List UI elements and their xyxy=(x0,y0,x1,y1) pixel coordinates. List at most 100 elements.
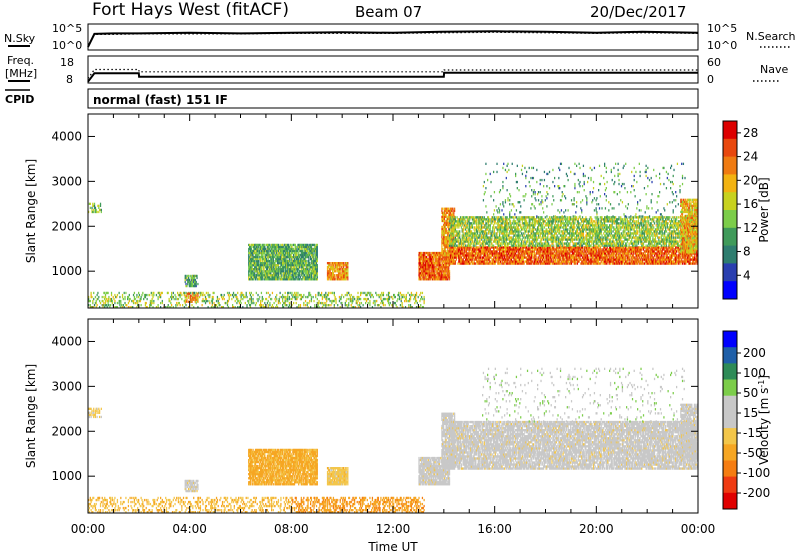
range-gate-cell xyxy=(283,246,284,248)
range-gate-cell xyxy=(361,292,362,294)
range-gate-cell xyxy=(97,294,98,296)
range-gate-cell xyxy=(95,296,96,298)
range-gate-cell xyxy=(309,292,310,294)
range-gate-cell xyxy=(593,256,594,258)
range-gate-cell xyxy=(346,270,347,272)
range-gate-cell xyxy=(191,304,192,306)
range-gate-cell xyxy=(278,250,279,252)
range-gate-cell xyxy=(335,298,336,300)
range-gate-cell xyxy=(337,304,338,306)
range-gate-cell xyxy=(301,268,302,270)
range-gate-cell xyxy=(629,256,630,258)
range-gate-cell xyxy=(180,292,181,294)
range-gate-cell xyxy=(500,260,501,262)
range-gate-cell xyxy=(253,278,254,280)
range-gate-cell xyxy=(230,294,231,296)
range-gate-cell xyxy=(256,292,257,294)
range-gate-cell xyxy=(255,304,256,306)
range-gate-cell xyxy=(338,276,339,278)
range-gate-cell xyxy=(383,304,384,306)
range-gate-cell xyxy=(217,298,218,300)
range-gate-cell xyxy=(311,246,312,248)
range-gate-cell xyxy=(556,256,557,258)
range-gate-cell xyxy=(584,248,585,250)
range-gate-cell xyxy=(160,294,161,296)
range-gate-cell xyxy=(287,250,288,252)
range-gate-cell xyxy=(508,258,509,260)
range-gate-cell xyxy=(317,252,318,254)
range-gate-cell xyxy=(217,296,218,298)
range-gate-cell xyxy=(192,295,193,297)
range-gate-cell xyxy=(315,276,316,278)
range-gate-cell xyxy=(449,278,450,280)
range-gate-cell xyxy=(139,294,140,296)
range-gate-cell xyxy=(278,266,279,268)
range-gate-cell xyxy=(374,302,375,304)
range-gate-cell xyxy=(335,278,336,280)
range-gate-cell xyxy=(283,270,284,272)
range-gate-cell xyxy=(97,298,98,300)
range-gate-cell xyxy=(446,254,447,256)
range-gate-cell xyxy=(369,302,370,304)
range-gate-cell xyxy=(470,248,471,250)
range-gate-cell xyxy=(94,304,95,306)
range-gate-cell xyxy=(185,283,186,285)
range-gate-cell xyxy=(103,296,104,298)
range-gate-cell xyxy=(402,302,403,304)
range-gate-cell xyxy=(280,260,281,262)
range-gate-cell xyxy=(422,298,423,300)
range-gate-cell xyxy=(186,277,187,279)
range-gate-cell xyxy=(357,298,358,300)
range-gate-cell xyxy=(454,248,455,250)
range-gate-cell xyxy=(453,258,454,260)
range-gate-cell xyxy=(269,276,270,278)
range-gate-cell xyxy=(300,276,301,278)
range-gate-cell xyxy=(633,254,634,256)
range-gate-cell xyxy=(97,292,98,294)
range-gate-cell xyxy=(263,266,264,268)
range-gate-cell xyxy=(410,304,411,306)
range-gate-cell xyxy=(447,278,448,280)
range-gate-cell xyxy=(212,302,213,304)
range-gate-cell xyxy=(268,250,269,252)
range-gate-cell xyxy=(335,276,336,278)
range-gate-cell xyxy=(340,268,341,270)
range-gate-cell xyxy=(298,268,299,270)
range-gate-cell xyxy=(99,300,100,302)
range-gate-cell xyxy=(252,254,253,256)
range-gate-cell xyxy=(313,254,314,256)
range-gate-cell xyxy=(225,302,226,304)
range-gate-cell xyxy=(278,278,279,280)
range-gate-cell xyxy=(329,298,330,300)
range-gate-cell xyxy=(326,296,327,298)
range-gate-cell xyxy=(332,292,333,294)
range-gate-cell xyxy=(445,272,446,274)
range-gate-cell xyxy=(591,258,592,260)
range-gate-cell xyxy=(285,254,286,256)
range-gate-cell xyxy=(146,302,147,304)
range-gate-cell xyxy=(576,256,577,258)
range-gate-cell xyxy=(541,260,542,262)
range-gate-cell xyxy=(310,294,311,296)
range-gate-cell xyxy=(470,262,471,264)
range-gate-cell xyxy=(317,276,318,278)
range-gate-cell xyxy=(425,274,426,276)
range-gate-cell xyxy=(500,262,501,264)
range-gate-cell xyxy=(363,292,364,294)
range-gate-cell xyxy=(302,278,303,280)
range-gate-cell xyxy=(602,254,603,256)
range-gate-cell xyxy=(204,300,205,302)
range-gate-cell xyxy=(402,296,403,298)
range-gate-cell xyxy=(327,268,328,270)
range-gate-cell xyxy=(303,266,304,268)
range-gate-cell xyxy=(136,294,137,296)
range-gate-cell xyxy=(291,254,292,256)
range-gate-cell xyxy=(104,292,105,294)
range-gate-cell xyxy=(346,298,347,300)
range-gate-cell xyxy=(250,256,251,258)
range-gate-cell xyxy=(330,304,331,306)
range-gate-cell xyxy=(524,262,525,264)
range-gate-cell xyxy=(629,260,630,262)
range-gate-cell xyxy=(347,268,348,270)
range-gate-cell xyxy=(282,244,283,246)
